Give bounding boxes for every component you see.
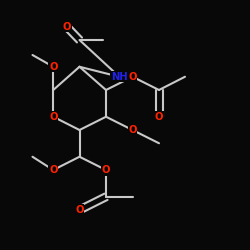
Text: O: O bbox=[128, 72, 137, 82]
Text: NH: NH bbox=[111, 72, 128, 82]
Text: O: O bbox=[62, 22, 71, 32]
Text: O: O bbox=[49, 62, 58, 72]
Text: O: O bbox=[102, 165, 110, 175]
Text: O: O bbox=[49, 165, 58, 175]
Text: O: O bbox=[128, 125, 137, 135]
Text: O: O bbox=[75, 205, 84, 215]
Text: O: O bbox=[155, 112, 163, 122]
Text: O: O bbox=[49, 112, 58, 122]
